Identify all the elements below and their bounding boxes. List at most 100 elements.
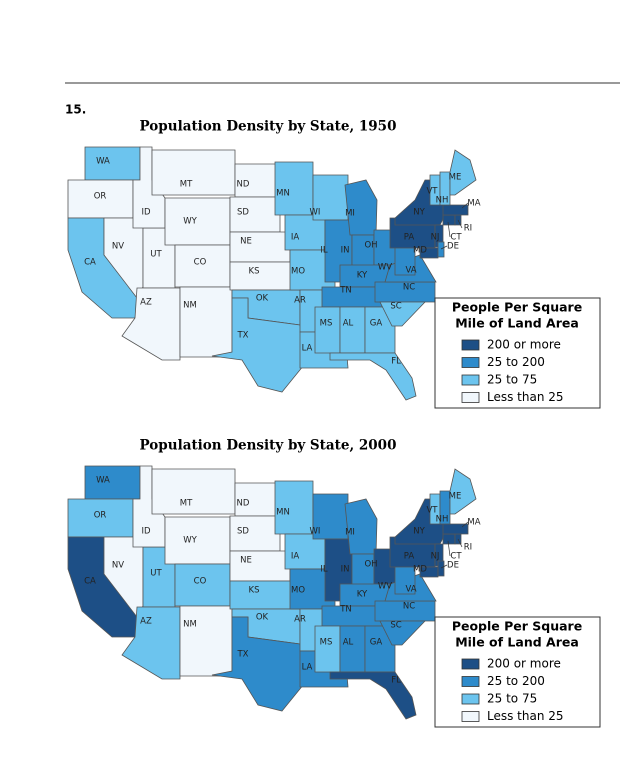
legend-swatch: [461, 693, 480, 705]
state: [84, 465, 141, 500]
state-label: OH: [364, 241, 377, 251]
state-label: CO: [194, 577, 207, 587]
state-label: OR: [94, 511, 107, 521]
state-label: IN: [341, 246, 350, 256]
state-label: MD: [413, 246, 427, 256]
state: [437, 560, 445, 577]
state-label: IL: [320, 246, 328, 256]
state: [151, 149, 236, 196]
state: [442, 533, 456, 545]
state-label: WA: [96, 157, 110, 167]
state: [344, 179, 378, 236]
state-label: CO: [194, 258, 207, 268]
state-label: MO: [291, 267, 305, 277]
leader-line: [440, 245, 448, 250]
state: [344, 498, 378, 555]
state-label: AL: [343, 638, 354, 648]
state-label: KS: [249, 586, 260, 596]
state-label: RI: [464, 224, 472, 234]
state: [442, 204, 469, 216]
state-label: OK: [256, 613, 269, 623]
state-label: NC: [403, 602, 415, 612]
state-label: NM: [183, 620, 197, 630]
state-label: VA: [405, 585, 416, 595]
state-label: AZ: [140, 298, 152, 308]
state: [442, 214, 456, 226]
state: [164, 197, 231, 246]
leader-line: [447, 221, 451, 238]
state-label: IA: [291, 233, 300, 243]
state-label: MO: [291, 586, 305, 596]
state-label: WV: [378, 582, 392, 592]
leader-line: [440, 564, 448, 569]
legend-label: Less than 25: [487, 709, 564, 723]
legend-label: 25 to 75: [487, 692, 537, 706]
legend-label: 25 to 75: [487, 373, 537, 387]
state: [442, 523, 469, 535]
state-label: MA: [467, 199, 480, 209]
state-label: MN: [276, 508, 290, 518]
question-number: 15.: [65, 103, 86, 117]
state-label: MS: [320, 638, 333, 648]
state-label: SC: [390, 302, 401, 312]
legend-label: 200 or more: [487, 657, 561, 671]
state-label: LA: [302, 663, 313, 673]
state: [449, 468, 477, 515]
state-label: WY: [183, 217, 197, 227]
legend-swatch: [461, 676, 480, 687]
state-label: NH: [436, 196, 449, 206]
state-label: MS: [320, 319, 333, 329]
state: [179, 605, 233, 677]
state: [449, 149, 477, 196]
state-label: PA: [404, 233, 415, 243]
state: [329, 352, 417, 401]
state-label: MI: [345, 528, 355, 538]
state-label: GA: [370, 319, 383, 329]
state-label: CT: [450, 552, 462, 562]
legend-swatch: [461, 357, 480, 368]
state-label: NY: [413, 208, 425, 218]
state-label: MA: [467, 518, 480, 528]
state-label: AR: [294, 615, 306, 625]
state-label: NM: [183, 301, 197, 311]
state: [211, 616, 309, 712]
state-label: RI: [464, 543, 472, 553]
state-label: CT: [450, 233, 462, 243]
state: [437, 241, 445, 258]
state-label: IA: [291, 552, 300, 562]
state-label: IN: [341, 565, 350, 575]
state-label: WY: [183, 536, 197, 546]
state-label: LA: [302, 344, 313, 354]
state-label: OR: [94, 192, 107, 202]
state: [439, 490, 451, 525]
state-label: CA: [84, 577, 96, 587]
legend-box: [434, 297, 601, 409]
state-label: WI: [310, 208, 321, 218]
state-label: WV: [378, 263, 392, 273]
state-label: FL: [391, 357, 401, 367]
legend-swatch: [461, 392, 480, 403]
state-label: UT: [150, 250, 162, 260]
legend-title: Mile of Land Area: [455, 635, 579, 650]
state-label: MD: [413, 565, 427, 575]
state-label: AZ: [140, 617, 152, 627]
state-label: NJ: [431, 233, 440, 243]
state-label: KS: [249, 267, 260, 277]
legend-label: Less than 25: [487, 390, 564, 404]
state-label: MN: [276, 189, 290, 199]
state-label: GA: [370, 638, 383, 648]
state-label: DE: [447, 242, 459, 252]
state-label: NV: [112, 561, 124, 571]
leader-line: [457, 219, 463, 229]
state-label: UT: [150, 569, 162, 579]
map-panel: Population Density by State, 2000 WA OR CA N…: [67, 438, 601, 728]
state-label: ND: [237, 180, 250, 190]
state: [229, 231, 291, 263]
state-label: NE: [240, 556, 252, 566]
state-label: SC: [390, 621, 401, 631]
state-label: MI: [345, 209, 355, 219]
state: [229, 261, 293, 291]
state-label: SD: [237, 208, 249, 218]
state-label: NE: [240, 237, 252, 247]
